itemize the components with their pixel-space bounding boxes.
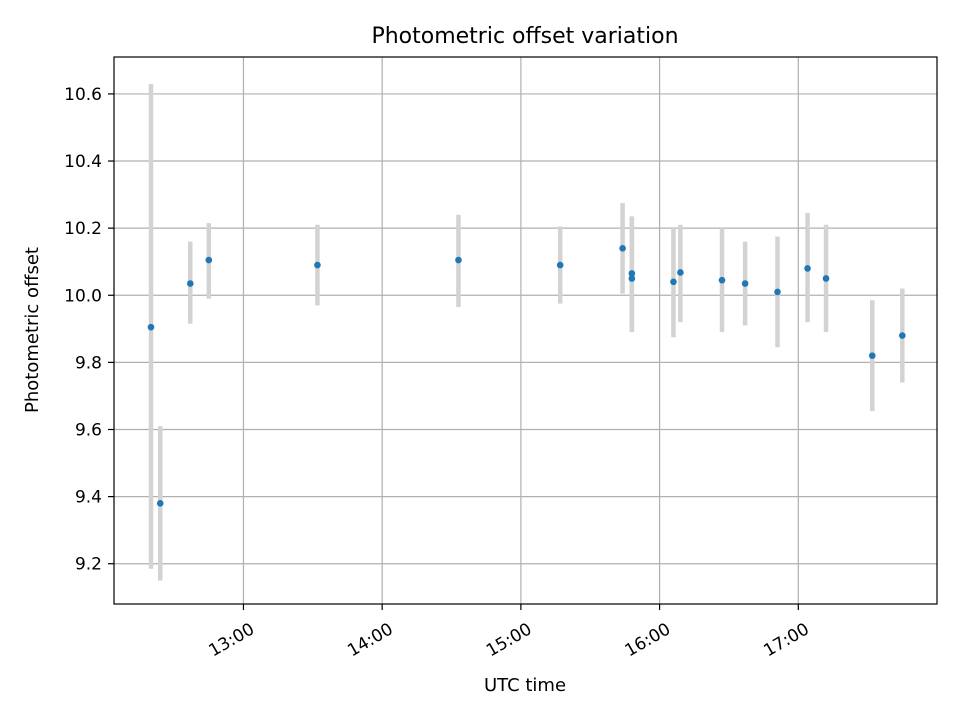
data-point xyxy=(556,261,564,269)
data-point xyxy=(156,500,164,507)
data-point xyxy=(774,288,781,296)
y-tick-label: 10.2 xyxy=(64,219,102,239)
data-point xyxy=(619,244,626,252)
data-point xyxy=(628,275,636,282)
plot-frame xyxy=(113,56,938,605)
y-axis-label: Photometric offset xyxy=(22,247,43,413)
data-point xyxy=(741,280,749,287)
data-point xyxy=(868,352,876,359)
data-point xyxy=(455,256,462,264)
y-tick-label: 10.0 xyxy=(64,286,102,306)
data-point xyxy=(718,276,726,284)
y-tick-label: 9.6 xyxy=(75,420,102,440)
data-point xyxy=(899,332,906,339)
data-point xyxy=(186,280,194,287)
data-point xyxy=(670,278,677,286)
y-tick-label: 9.8 xyxy=(75,353,102,373)
data-point xyxy=(822,275,830,282)
grid-layer xyxy=(114,57,937,604)
data-point xyxy=(677,269,684,276)
chart-title: Photometric offset variation xyxy=(371,24,678,49)
y-tick-label: 10.4 xyxy=(64,152,102,172)
x-axis-label: UTC time xyxy=(484,675,566,696)
y-tick-label: 10.6 xyxy=(64,85,102,105)
data-point xyxy=(628,270,636,277)
y-tick-label: 9.2 xyxy=(75,555,102,575)
data-point xyxy=(314,261,321,269)
marker-layer xyxy=(147,244,906,507)
data-point xyxy=(804,265,811,272)
data-point xyxy=(205,256,213,264)
y-tick-label: 9.4 xyxy=(75,488,102,508)
data-point xyxy=(147,323,155,331)
